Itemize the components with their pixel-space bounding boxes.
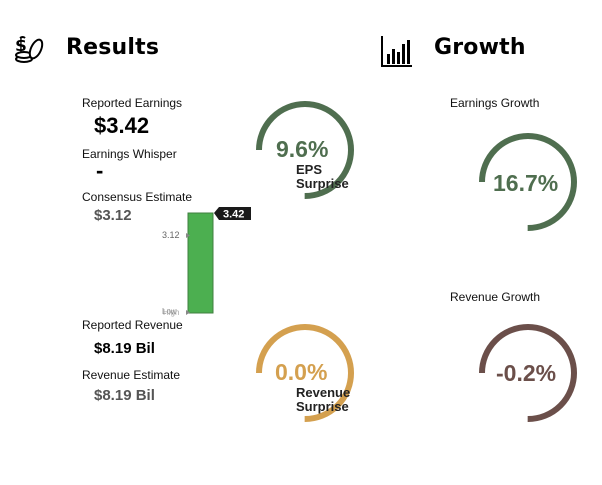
svg-text:$: $ bbox=[15, 36, 27, 56]
reported-revenue-label: Reported Revenue bbox=[82, 318, 183, 332]
high-label: High bbox=[163, 308, 179, 317]
consensus-estimate-value: $3.12 bbox=[94, 207, 132, 224]
revenue-growth-label: Revenue Growth bbox=[450, 290, 541, 304]
revenue-growth-ring bbox=[479, 324, 577, 422]
reported-earnings-value: $3.42 bbox=[94, 113, 150, 138]
low-label: Low bbox=[162, 307, 177, 316]
revenue-estimate-value: $8.19 Bil bbox=[94, 387, 155, 404]
eps-surprise-ring bbox=[256, 101, 354, 199]
consensus-estimate-label: Consensus Estimate bbox=[82, 190, 193, 204]
value-flag-label: 3.42 bbox=[223, 209, 244, 221]
earnings-whisper-label: Earnings Whisper bbox=[82, 147, 177, 161]
earnings-growth-value: 16.7% bbox=[493, 170, 559, 196]
earnings-growth-label: Earnings Growth bbox=[450, 96, 540, 110]
consensus-tick-label: 3.12 bbox=[162, 230, 180, 240]
growth-icon bbox=[380, 34, 414, 68]
revenue-surprise-label-line1: Revenue bbox=[296, 385, 351, 400]
reported-earnings-label: Reported Earnings bbox=[82, 96, 183, 110]
revenue-surprise-label-line2: Surprise bbox=[296, 399, 349, 414]
consensus-tick-arrow bbox=[186, 233, 190, 238]
earnings-bar bbox=[187, 212, 214, 314]
revenue-estimate-label: Revenue Estimate bbox=[82, 368, 181, 382]
revenue-growth-value: -0.2% bbox=[496, 360, 557, 386]
revenue-surprise-value: 0.0% bbox=[275, 359, 328, 385]
earnings-whisper-value: - bbox=[96, 158, 104, 183]
low-tick-arrow bbox=[186, 310, 190, 315]
eps-surprise-label-line1: EPS bbox=[296, 162, 323, 177]
results-title: Results bbox=[66, 35, 160, 60]
earnings-growth-ring bbox=[479, 133, 577, 231]
growth-title: Growth bbox=[434, 35, 526, 60]
value-flag bbox=[214, 207, 251, 220]
reported-revenue-value: $8.19 Bil bbox=[94, 340, 155, 357]
eps-surprise-value: 9.6% bbox=[276, 136, 329, 162]
earnings-bar-chart: 3.12 Low High 3.42 bbox=[162, 207, 251, 317]
revenue-surprise-ring bbox=[256, 324, 354, 422]
eps-surprise-label-line2: Surprise bbox=[296, 176, 349, 191]
results-icon: $ bbox=[14, 34, 44, 64]
